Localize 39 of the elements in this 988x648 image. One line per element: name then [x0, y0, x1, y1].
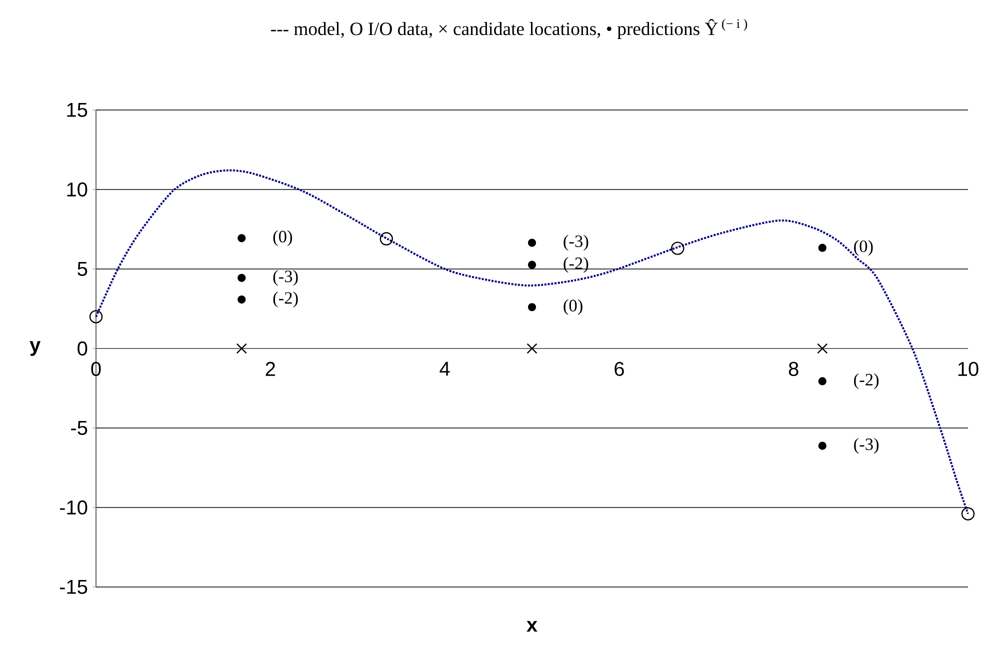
x-tick-label: 6 — [614, 362, 624, 376]
point — [528, 238, 536, 247]
x-tick-label: 4 — [440, 362, 450, 376]
y-tick-label: 15 — [67, 103, 88, 117]
point — [961, 507, 975, 520]
y-tick-label: 5 — [78, 262, 88, 276]
point — [818, 377, 826, 386]
x-axis-title: x — [526, 621, 538, 632]
x-tick-label: 2 — [266, 362, 275, 376]
y-tick-label: -15 — [60, 580, 88, 594]
point — [528, 303, 536, 312]
point — [236, 343, 247, 354]
point — [238, 274, 246, 282]
point — [238, 234, 246, 242]
point — [238, 295, 246, 304]
y-axis-title: y — [30, 341, 41, 356]
y-tick-label: -10 — [60, 500, 88, 515]
point — [528, 260, 536, 269]
annotation: (-3) — [854, 438, 879, 454]
point — [89, 310, 103, 324]
annotation: (0) — [854, 240, 873, 256]
y-tick-label: 10 — [67, 182, 88, 197]
point — [818, 442, 826, 450]
point — [526, 343, 538, 354]
point — [671, 242, 684, 255]
y-tick-label: -5 — [71, 421, 88, 435]
y-tick-label: 0 — [78, 341, 88, 356]
annotation: (-2) — [854, 373, 879, 390]
point — [380, 232, 393, 246]
annotation: (-2) — [273, 292, 298, 308]
annotation: (-3) — [564, 234, 588, 251]
x-tick-label: 8 — [788, 362, 798, 376]
annotation: (0) — [273, 230, 292, 246]
annotation: (-3) — [273, 270, 298, 286]
point — [817, 343, 828, 354]
chart-title: --- model, O I/O data, × candidate locations, • predictions Ŷ $^{(− i )}$ — [271, 18, 748, 39]
annotation: (0) — [564, 299, 582, 315]
point — [818, 244, 826, 252]
x-tick-label: 10 — [958, 362, 978, 376]
